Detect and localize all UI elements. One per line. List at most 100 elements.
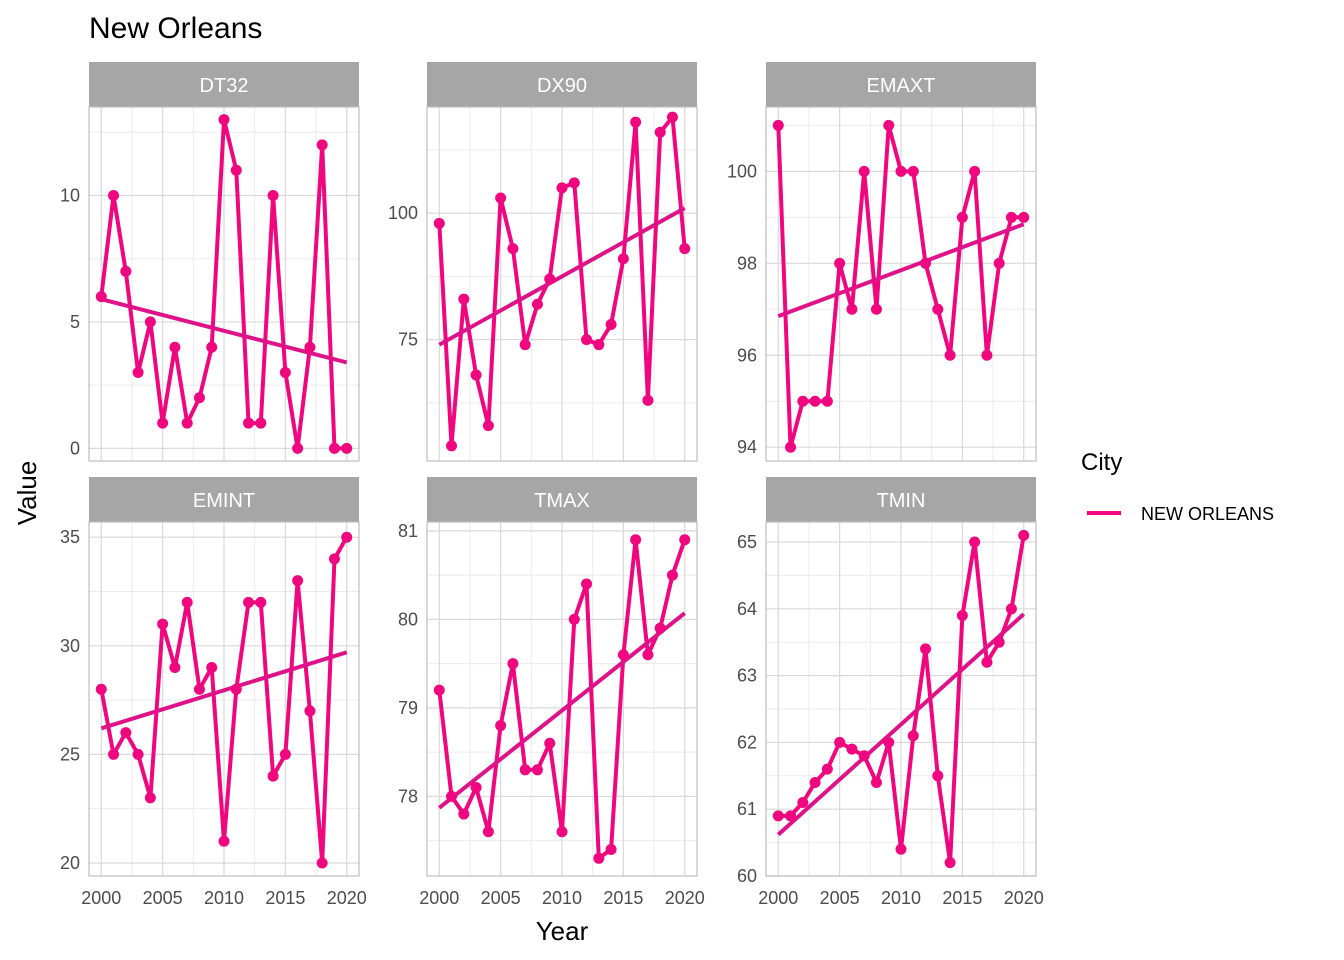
strip-tmax [427,477,697,522]
x-tick-label: 2015 [603,888,643,908]
data-point [482,420,494,432]
data-point [1005,603,1017,615]
panel-dx90: DX90 75 100 [388,62,698,462]
y-axis-title: Value [12,461,42,526]
y-tick-label: 96 [737,345,757,365]
data-point [666,569,678,581]
data-point [108,190,120,201]
data-point [108,748,120,760]
data-point [568,177,580,189]
data-point [605,318,617,330]
strip-label-dt32: DT32 [200,75,249,97]
data-point [846,743,858,755]
data-point [304,705,316,717]
data-point [920,643,932,655]
trend-line [100,297,348,365]
data-point [666,111,678,123]
data-point [907,165,919,177]
data-point [956,211,968,223]
data-point [446,790,458,802]
strip-label-tmax: TMAX [534,490,590,512]
data-point [255,417,267,429]
grid-dx90 [427,107,697,461]
trend-line [777,222,1025,319]
data-point [206,662,218,674]
data-point [132,748,144,760]
data-point [593,852,605,864]
legend-title: City [1081,449,1122,476]
trend-line [100,650,348,731]
data-point [593,339,605,351]
data-point [169,662,181,674]
data-point [870,303,882,315]
panel-tmax: TMAX 78 79 80 81 2000 2005 2010 2015 2020 [398,477,705,908]
data-point [267,770,279,782]
data-point [556,826,568,838]
data-point [895,843,907,855]
data-point [316,139,328,151]
data-point [679,534,691,546]
data-point [279,367,291,378]
data-point [581,578,593,590]
data-point [482,826,494,838]
data-point [605,843,617,855]
y-tick-label: 62 [737,732,757,752]
data-point [834,736,846,748]
y-tick-label: 10 [60,186,80,206]
y-tick-label: 65 [737,532,757,552]
panel-border [88,521,360,877]
y-tick-label: 61 [737,799,757,819]
data-point [458,293,470,305]
x-tick-label: 2005 [481,888,521,908]
data-point [433,684,445,696]
y-tick-label: 94 [737,437,757,457]
data-point [470,782,482,793]
data-point [120,265,132,277]
data-point [181,417,193,429]
strip-label-emint: EMINT [193,490,255,512]
data-point [993,257,1005,269]
data-point [181,596,193,608]
data-point [230,683,242,695]
data-point [858,165,870,177]
panel-border [426,106,698,462]
data-point [193,683,205,695]
data-point [292,442,304,454]
y-tick-label: 5 [70,312,80,332]
data-point [581,334,593,346]
x-tick-label: 2020 [665,888,705,908]
data-point [304,341,316,353]
data-point [772,810,784,822]
strip-label-tmin: TMIN [877,490,926,512]
x-tick-label: 2000 [419,888,459,908]
data-point [969,536,981,548]
chart-title: New Orleans [89,12,262,45]
data-point [932,770,944,782]
data-point [797,797,809,809]
data-point [230,164,242,176]
data-point [870,776,882,788]
grid-tmin [766,522,1036,877]
data-point [969,165,981,177]
data-point [328,553,340,565]
y-tick-label: 64 [737,599,757,619]
strip-emint [89,477,359,522]
data-point [981,656,993,668]
data-point [630,116,642,128]
data-point [772,119,784,131]
y-tick-label: 75 [398,330,418,350]
data-point [920,257,932,269]
data-point [267,190,279,201]
data-point [95,683,107,695]
data-point [642,649,654,661]
strip-dt32 [89,62,359,107]
grid-tmax [427,522,697,876]
data-point [981,349,993,361]
x-tick-label: 2015 [265,888,305,908]
data-point [316,857,328,869]
data-point [507,658,519,670]
data-point [809,395,821,407]
data-point [157,618,169,630]
data-point [654,126,666,138]
x-tick-label: 2020 [327,888,367,908]
